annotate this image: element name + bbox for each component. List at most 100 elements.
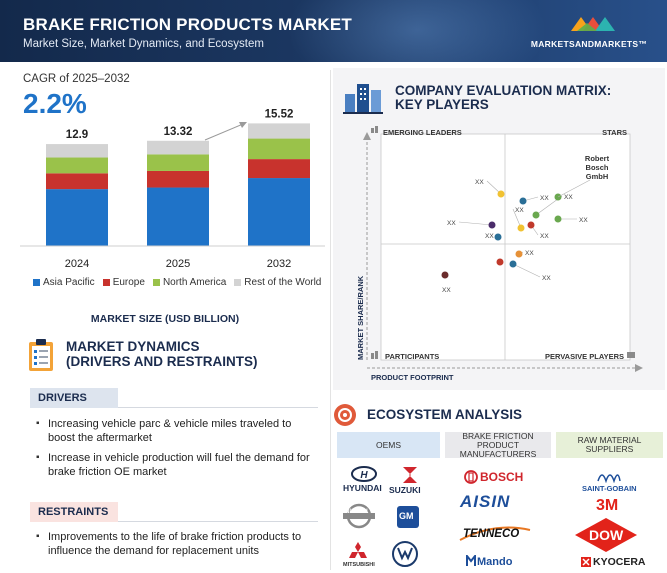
legend-item-asia-pacific: Asia Pacific xyxy=(33,277,95,288)
evaluation-matrix-title-line2: KEY PLAYERS xyxy=(395,97,489,112)
category-label-2032: 2032 xyxy=(267,258,291,268)
quadrant-stars: STARS xyxy=(602,128,627,137)
bar-2025-asia-pacific xyxy=(147,187,209,246)
marketsandmarkets-logo[interactable]: MARKETSANDMARKETS™ xyxy=(529,11,649,53)
legend-swatch-north-america xyxy=(152,279,160,286)
restraint-item-1: Improvements to the life of brake fricti… xyxy=(36,530,321,558)
legend-label-asia-pacific: Asia Pacific xyxy=(43,277,95,288)
matrix-point-label: XX xyxy=(579,217,588,224)
legend-swatch-asia-pacific xyxy=(33,279,40,286)
quadrant-pervasive-players: PERVASIVE PLAYERS xyxy=(545,352,624,361)
x-axis-arrowhead xyxy=(635,364,643,372)
growth-arrowhead xyxy=(239,122,247,128)
matrix-point-label: XX xyxy=(564,194,573,201)
brand-dow: DOW xyxy=(589,527,624,543)
matrix-point xyxy=(496,258,504,266)
ecosystem-column-suppliers-line1: RAW MATERIAL xyxy=(577,435,642,445)
company-evaluation-matrix: EMERGING LEADERS STARS PARTICIPANTS PERV… xyxy=(356,126,643,382)
market-size-title: MARKET SIZE (USD BILLION) xyxy=(90,313,240,325)
category-label-2025: 2025 xyxy=(166,258,190,268)
ecosystem-icon xyxy=(334,404,356,426)
bar-2024-europe xyxy=(46,173,108,190)
matrix-point xyxy=(497,190,505,198)
matrix-point xyxy=(527,221,535,229)
header-banner: BRAKE FRICTION PRODUCTS MARKET Market Si… xyxy=(0,0,667,62)
brand-aisin: AISIN xyxy=(460,492,511,511)
bar-2024-rest-of-the-world xyxy=(46,144,108,158)
page-subtitle: Market Size, Market Dynamics, and Ecosys… xyxy=(23,38,264,50)
brand-saint-gobain: SAINT-GOBAIN xyxy=(582,484,637,493)
mitsubishi-logo-icon xyxy=(349,542,367,558)
drivers-label: DRIVERS xyxy=(30,388,118,408)
chart-legend: Asia Pacific Europe North America Rest o… xyxy=(33,277,321,288)
matrix-leader-line-bosch xyxy=(557,179,591,198)
brand-nissan: NISSAN xyxy=(345,509,368,515)
legend-label-rest-of-world: Rest of the World xyxy=(244,277,322,288)
bar-2024-asia-pacific xyxy=(46,189,108,246)
buildings-icon xyxy=(343,84,383,114)
hyundai-logo-icon: H xyxy=(351,466,377,482)
matrix-point xyxy=(509,260,517,268)
highlight-company-line2: Bosch xyxy=(586,163,609,172)
category-label-2024: 2024 xyxy=(65,258,89,268)
matrix-point xyxy=(494,233,502,241)
driver-item-1: Increasing vehicle parc & vehicle miles … xyxy=(36,417,321,445)
participants-icon xyxy=(371,351,378,359)
brand-suzuki: SUZUKI xyxy=(389,485,421,495)
brand-mando: Mando xyxy=(477,556,513,568)
ecosystem-title: ECOSYSTEM ANALYSIS xyxy=(367,407,523,422)
clipboard-icon xyxy=(29,339,53,371)
suzuki-logo-icon xyxy=(403,467,417,483)
header-glow xyxy=(287,0,547,62)
tenneco-swoosh-icon xyxy=(459,526,531,541)
logo-text: MARKETSANDMARKETS™ xyxy=(530,39,648,49)
brand-3m: 3M xyxy=(596,497,619,514)
matrix-point xyxy=(441,271,449,279)
matrix-point xyxy=(532,211,540,219)
legend-item-europe: Europe xyxy=(102,277,145,288)
matrix-point-label: XX xyxy=(525,250,534,257)
legend-label-europe: Europe xyxy=(112,277,145,288)
bar-2025-north-america xyxy=(147,154,209,171)
brand-tenneco: TENNECO xyxy=(463,528,520,540)
bar-2025-europe xyxy=(147,170,209,188)
brand-bosch: BOSCH xyxy=(480,470,524,484)
ecosystem-column-suppliers-line2: SUPPLIERS xyxy=(585,444,634,454)
ecosystem-column-oems: OEMS xyxy=(337,432,440,458)
driver-item-2-line1: Increase in vehicle production will fuel… xyxy=(48,452,310,464)
legend-swatch-europe xyxy=(102,279,110,286)
ecosystem-column-suppliers: RAW MATERIAL SUPPLIERS xyxy=(556,432,663,458)
quadrant-participants: PARTICIPANTS xyxy=(385,352,439,361)
matrix-point xyxy=(519,197,527,205)
nissan-logo-icon xyxy=(343,503,375,529)
matrix-point xyxy=(517,224,525,232)
svg-text:H: H xyxy=(360,470,368,481)
matrix-frame xyxy=(380,133,631,361)
y-axis-arrowhead xyxy=(363,132,371,140)
ecosystem-column-manufacturers-line3: MANUFACTURERS xyxy=(459,448,537,459)
page-title: BRAKE FRICTION PRODUCTS MARKET xyxy=(23,15,352,34)
matrix-point-label: XX xyxy=(447,220,456,227)
drivers-divider xyxy=(118,407,318,408)
gm-logo-icon xyxy=(397,506,419,528)
quadrant-emerging-leaders: EMERGING LEADERS xyxy=(383,128,462,137)
cagr-value: 2.2% xyxy=(23,88,87,119)
logo-mark-icon xyxy=(571,17,615,31)
matrix-point xyxy=(554,215,562,223)
ecosystem-column-manufacturers-line2: PRODUCT xyxy=(476,439,520,450)
x-axis-label: PRODUCT FOOTPRINT xyxy=(371,373,454,382)
legend-swatch-rest-of-world xyxy=(234,279,242,286)
matrix-point-label: XX xyxy=(540,195,549,202)
highlight-company-line1: Robert xyxy=(585,154,610,163)
saint-gobain-logo-icon xyxy=(597,474,621,483)
market-dynamics-title: MARKET DYNAMICS (DRIVERS AND RESTRAINTS) xyxy=(66,339,258,369)
column-divider xyxy=(330,70,331,570)
driver-item-1-line1: Increasing vehicle parc & vehicle miles … xyxy=(48,418,292,430)
total-label-2024: 12.9 xyxy=(66,129,88,141)
bar-2032-europe xyxy=(248,159,310,179)
total-label-2032: 15.52 xyxy=(265,108,294,120)
matrix-point-label: XX xyxy=(540,233,549,240)
dow-diamond-icon xyxy=(575,518,637,552)
matrix-point xyxy=(488,221,496,229)
legend-item-north-america: North America xyxy=(152,277,226,288)
